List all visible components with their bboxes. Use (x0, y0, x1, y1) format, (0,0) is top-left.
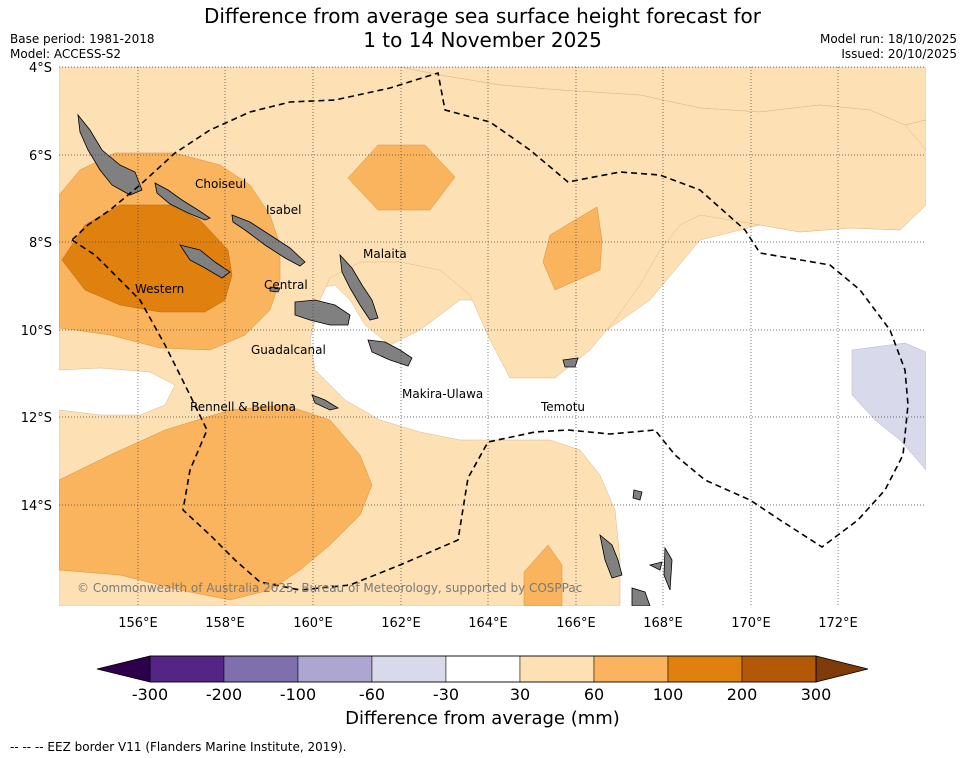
colorbar-tick-label: 200 (727, 685, 758, 700)
island-new-georgia (179, 244, 231, 279)
region-label-western: Western (135, 282, 184, 296)
colorbar-segment (371, 655, 447, 683)
region-label-makira-ulawa: Makira-Ulawa (402, 387, 483, 401)
colorbar-segment (667, 655, 743, 683)
lat-label-10s: 10°S (21, 324, 52, 339)
island-malekula (631, 587, 651, 606)
land-masses (77, 113, 673, 606)
region-label-isabel: Isabel (266, 203, 301, 217)
island-ambae (648, 561, 663, 571)
lat-label-12s: 12°S (21, 411, 52, 426)
latitude-labels: 4°S 6°S 8°S 10°S 12°S 14°S (21, 61, 52, 514)
lon-label-172e: 172°E (818, 616, 858, 631)
contour-60-100-se (523, 544, 563, 606)
colorbar-segment (297, 655, 373, 683)
colorbar-title: Difference from average (mm) (345, 708, 620, 729)
colorbar: -300 -200 -100 -60 -30 30 60 100 200 300 (96, 655, 869, 700)
lon-label-166e: 166°E (556, 616, 596, 631)
region-label-guadalcanal: Guadalcanal (251, 343, 326, 357)
lon-label-170e: 170°E (731, 616, 771, 631)
island-espiritu-santo (599, 533, 623, 579)
colorbar-labels: -300 -200 -100 -60 -30 30 60 100 200 300 (132, 685, 831, 700)
map-title: Difference from average sea surface heig… (0, 4, 965, 52)
model-run: Model run: 18/10/2025 (819, 32, 957, 46)
model-name: Model: ACCESS-S2 (10, 47, 122, 61)
colorbar-tick-label: -60 (359, 685, 385, 700)
title-line-2: 1 to 14 November 2025 (363, 28, 602, 52)
island-rennell (311, 394, 340, 411)
lon-label-156e: 156°E (118, 616, 158, 631)
grid-lines (59, 66, 926, 606)
island-temotu-santa-cruz (562, 357, 579, 368)
lat-label-14s: 14°S (21, 499, 52, 514)
lon-label-160e: 160°E (293, 616, 333, 631)
island-central (269, 286, 281, 293)
region-label-central: Central (264, 278, 308, 292)
map-figure: 4°S 6°S 8°S 10°S 12°S 14°S 156°E 158°E 1… (21, 61, 926, 700)
map-area (59, 67, 926, 606)
island-choiseul (154, 182, 211, 221)
contour-60-100-south (59, 404, 373, 601)
copyright-text: © Commonwealth of Australia 2025, Bureau… (77, 581, 582, 595)
lon-label-164e: 164°E (468, 616, 508, 631)
lon-label-168e: 168°E (643, 616, 683, 631)
island-pentecost (663, 546, 673, 591)
colorbar-under-arrow (96, 655, 151, 683)
lon-label-162e: 162°E (381, 616, 421, 631)
island-banks (632, 489, 643, 501)
lat-label-4s: 4°S (29, 61, 52, 76)
island-bougainville (77, 113, 143, 196)
meta-left: Base period: 1981-2018 Model: ACCESS-S2 (10, 32, 155, 62)
contour-60-100-east (542, 206, 603, 291)
colorbar-tick-label: -100 (280, 685, 316, 700)
title-line-1: Difference from average sea surface heig… (203, 4, 762, 28)
island-isabel (231, 214, 306, 267)
island-makira (367, 339, 413, 367)
contour-negative (851, 342, 926, 471)
base-period: Base period: 1981-2018 (10, 32, 155, 46)
colorbar-over-arrow (815, 655, 869, 683)
island-guadalcanal (294, 299, 351, 326)
colorbar-tick-label: 60 (584, 685, 604, 700)
eez-footer-note: -- -- -- EEZ border V11 (Flanders Marine… (10, 740, 347, 754)
meta-right: Model run: 18/10/2025 Issued: 20/10/2025 (820, 32, 957, 62)
colorbar-segments (149, 655, 817, 683)
region-label-choiseul: Choiseul (195, 177, 246, 191)
longitude-labels: 156°E 158°E 160°E 162°E 164°E 166°E 168°… (118, 616, 858, 631)
region-label-temotu: Temotu (540, 400, 585, 414)
colorbar-segment (741, 655, 817, 683)
region-label-rennell-bellona: Rennell & Bellona (190, 400, 296, 414)
contour-60-100-center (347, 144, 456, 211)
colorbar-tick-label: 30 (510, 685, 530, 700)
lat-label-6s: 6°S (29, 149, 52, 164)
colorbar-tick-label: 100 (653, 685, 684, 700)
lon-label-158e: 158°E (205, 616, 245, 631)
issued-date: Issued: 20/10/2025 (841, 47, 957, 61)
colorbar-frame (149, 655, 817, 683)
colorbar-segment (519, 655, 595, 683)
lat-label-8s: 8°S (29, 236, 52, 251)
region-labels: Choiseul Isabel Malaita Western Central … (135, 177, 585, 414)
colorbar-segment (149, 655, 225, 683)
colorbar-tick-label: -30 (433, 685, 459, 700)
colorbar-tick-label: -200 (206, 685, 242, 700)
colorbar-tick-label: 300 (801, 685, 832, 700)
contour-100-200 (61, 204, 233, 313)
colorbar-segment (445, 655, 521, 683)
island-malaita (339, 253, 379, 321)
colorbar-tick-label: -300 (132, 685, 168, 700)
colorbar-segment (223, 655, 299, 683)
eez-border (71, 71, 909, 591)
colorbar-segment (593, 655, 669, 683)
region-label-malaita: Malaita (363, 247, 407, 261)
